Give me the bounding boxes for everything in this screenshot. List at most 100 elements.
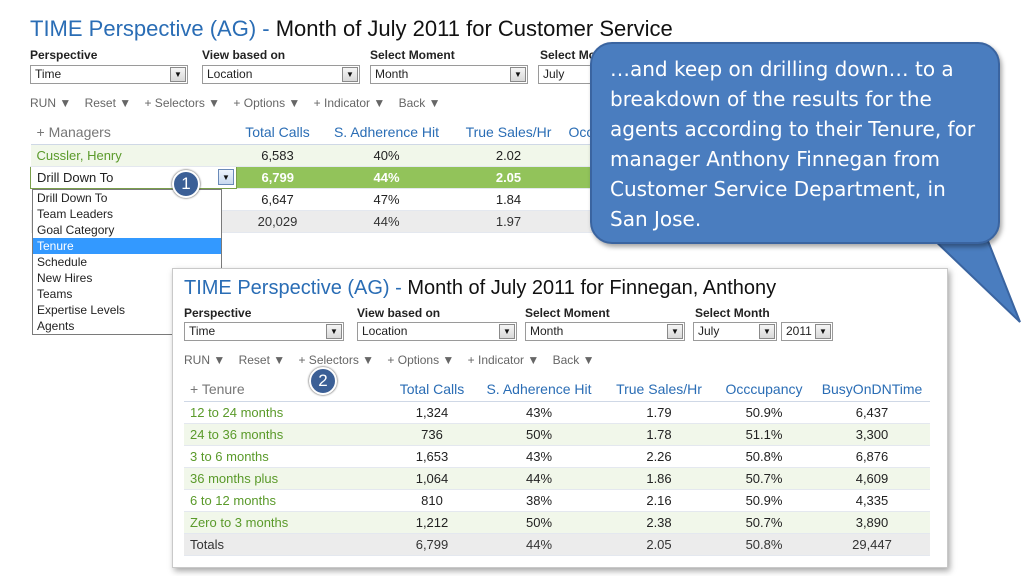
table-row-totals: Totals 6,799 44% 2.05 50.8% 29,447 <box>184 533 930 556</box>
tenure-name[interactable]: 12 to 24 months <box>184 401 390 424</box>
tenure-name[interactable]: 6 to 12 months <box>184 489 390 512</box>
column-header-adherence[interactable]: S. Adherence Hit <box>318 120 455 145</box>
column-header-sales[interactable]: True Sales/Hr <box>454 120 563 145</box>
cell: 1,324 <box>390 401 474 424</box>
dropdown-item-agents[interactable]: Agents <box>37 319 75 333</box>
chevron-down-icon[interactable]: ▼ <box>815 324 831 339</box>
step-badge-1: 1 <box>172 170 200 198</box>
chevron-down-icon[interactable]: ▼ <box>326 324 342 339</box>
table-row[interactable]: Zero to 3 months 1,212 50% 2.38 50.7% 3,… <box>184 511 930 534</box>
cell: 1.78 <box>604 423 714 446</box>
month-select[interactable]: July ▼ <box>693 322 777 341</box>
tenure-name[interactable]: Zero to 3 months <box>184 511 390 534</box>
options-button[interactable]: + Options ▼ <box>233 96 301 110</box>
perspective-value: Time <box>35 67 62 81</box>
column-header-sales[interactable]: True Sales/Hr <box>604 377 714 402</box>
perspective-select[interactable]: Time ▼ <box>184 322 344 341</box>
chevron-down-icon[interactable]: ▼ <box>759 324 775 339</box>
dropdown-item-goal-category[interactable]: Goal Category <box>37 223 115 237</box>
dropdown-item-expertise-levels[interactable]: Expertise Levels <box>37 303 126 317</box>
cell: 1,212 <box>390 511 474 534</box>
month-value: July <box>543 67 565 81</box>
cell: 44% <box>318 166 455 189</box>
dropdown-item-teams[interactable]: Teams <box>37 287 73 301</box>
column-header-occupancy[interactable]: Occcupancy <box>714 377 814 402</box>
moment-select[interactable]: Month ▼ <box>370 65 528 84</box>
drill-down-value: Drill Down To <box>37 169 114 185</box>
dropdown-item-tenure[interactable]: Tenure <box>33 238 221 254</box>
cell: 736 <box>390 423 474 446</box>
column-header-managers[interactable]: + Managers <box>30 120 237 145</box>
chevron-down-icon[interactable]: ▼ <box>510 67 526 82</box>
tenure-name[interactable]: 3 to 6 months <box>184 445 390 468</box>
reset-button[interactable]: Reset ▼ <box>84 96 132 110</box>
column-header-adherence[interactable]: S. Adherence Hit <box>474 377 604 402</box>
perspective-select[interactable]: Time ▼ <box>30 65 188 84</box>
view-value: Location <box>207 67 253 81</box>
tenure-name[interactable]: 36 months plus <box>184 467 390 490</box>
chevron-down-icon[interactable]: ▼ <box>218 168 234 185</box>
panel-title-brand: TIME Perspective (AG) - <box>184 277 402 299</box>
indicator-button[interactable]: + Indicator ▼ <box>467 353 540 367</box>
reset-button[interactable]: Reset ▼ <box>238 353 286 367</box>
chevron-down-icon[interactable]: ▼ <box>499 324 515 339</box>
table-row[interactable]: Cussler, Henry 6,583 40% 2.02 <box>30 144 633 167</box>
cell: 50% <box>474 511 604 534</box>
cell: 810 <box>390 489 474 512</box>
cell: 50.8% <box>714 533 814 556</box>
cell: 4,335 <box>814 489 930 512</box>
options-button[interactable]: + Options ▼ <box>387 353 455 367</box>
column-header-total-calls[interactable]: Total Calls <box>236 120 319 145</box>
drilldown-panel: TIME Perspective (AG) - Month of July 20… <box>172 268 948 568</box>
year-value: 2011 <box>786 324 812 338</box>
back-button[interactable]: Back ▼ <box>398 96 441 110</box>
table-row[interactable]: 24 to 36 months 736 50% 1.78 51.1% 3,300 <box>184 423 930 446</box>
drill-down-dropdown: Drill Down To Team Leaders Goal Category… <box>32 189 222 335</box>
page-title-brand: TIME Perspective (AG) - <box>30 16 270 41</box>
cell: 29,447 <box>814 533 930 556</box>
run-button[interactable]: RUN ▼ <box>184 353 226 367</box>
run-button[interactable]: RUN ▼ <box>30 96 72 110</box>
drill-down-select[interactable]: Drill Down To ▼ <box>30 165 237 189</box>
cell: 4,609 <box>814 467 930 490</box>
dropdown-item-team-leaders[interactable]: Team Leaders <box>37 207 114 221</box>
manager-name[interactable]: Cussler, Henry <box>30 144 237 167</box>
callout-text: …and keep on drilling down… to a breakdo… <box>610 57 976 231</box>
column-header-busy-time[interactable]: BusyOnDNTime <box>814 377 930 402</box>
table-row[interactable]: 12 to 24 months 1,324 43% 1.79 50.9% 6,4… <box>184 401 930 424</box>
table-header-row: + Managers Total Calls S. Adherence Hit … <box>30 120 633 145</box>
table-row[interactable]: 36 months plus 1,064 44% 1.86 50.7% 4,60… <box>184 467 930 490</box>
cell: 43% <box>474 445 604 468</box>
column-header-tenure[interactable]: + Tenure <box>184 377 390 402</box>
back-button[interactable]: Back ▼ <box>552 353 595 367</box>
dropdown-item-drill-down-to[interactable]: Drill Down To <box>37 191 108 205</box>
chevron-down-icon[interactable]: ▼ <box>667 324 683 339</box>
indicator-button[interactable]: + Indicator ▼ <box>313 96 386 110</box>
chevron-down-icon[interactable]: ▼ <box>342 67 358 82</box>
moment-select[interactable]: Month ▼ <box>525 322 685 341</box>
cell: 1,064 <box>390 467 474 490</box>
perspective-label: Perspective <box>30 48 98 62</box>
callout-bubble: …and keep on drilling down… to a breakdo… <box>590 42 1000 244</box>
cell: 50.7% <box>714 511 814 534</box>
cell: 50% <box>474 423 604 446</box>
dropdown-item-schedule[interactable]: Schedule <box>37 255 88 269</box>
month-select[interactable]: July <box>538 65 598 84</box>
view-select[interactable]: Location ▼ <box>357 322 517 341</box>
column-header-total-calls[interactable]: Total Calls <box>390 377 474 402</box>
dropdown-item-new-hires[interactable]: New Hires <box>37 271 93 285</box>
table-row-highlighted[interactable]: Drill Down To ▼ 6,799 44% 2.05 <box>30 165 633 189</box>
cell: 6,799 <box>236 166 319 189</box>
table-row[interactable]: 3 to 6 months 1,653 43% 2.26 50.8% 6,876 <box>184 445 930 468</box>
chevron-down-icon[interactable]: ▼ <box>170 67 186 82</box>
cell: 47% <box>318 188 455 211</box>
cell: 38% <box>474 489 604 512</box>
table-row[interactable]: 6 to 12 months 810 38% 2.16 50.9% 4,335 <box>184 489 930 512</box>
view-select[interactable]: Location ▼ <box>202 65 360 84</box>
selectors-button[interactable]: + Selectors ▼ <box>144 96 221 110</box>
selectors-button[interactable]: + Selectors ▼ <box>298 353 375 367</box>
year-select[interactable]: 2011 ▼ <box>781 322 833 341</box>
cell: 3,300 <box>814 423 930 446</box>
perspective-value: Time <box>189 324 216 338</box>
tenure-name[interactable]: 24 to 36 months <box>184 423 390 446</box>
